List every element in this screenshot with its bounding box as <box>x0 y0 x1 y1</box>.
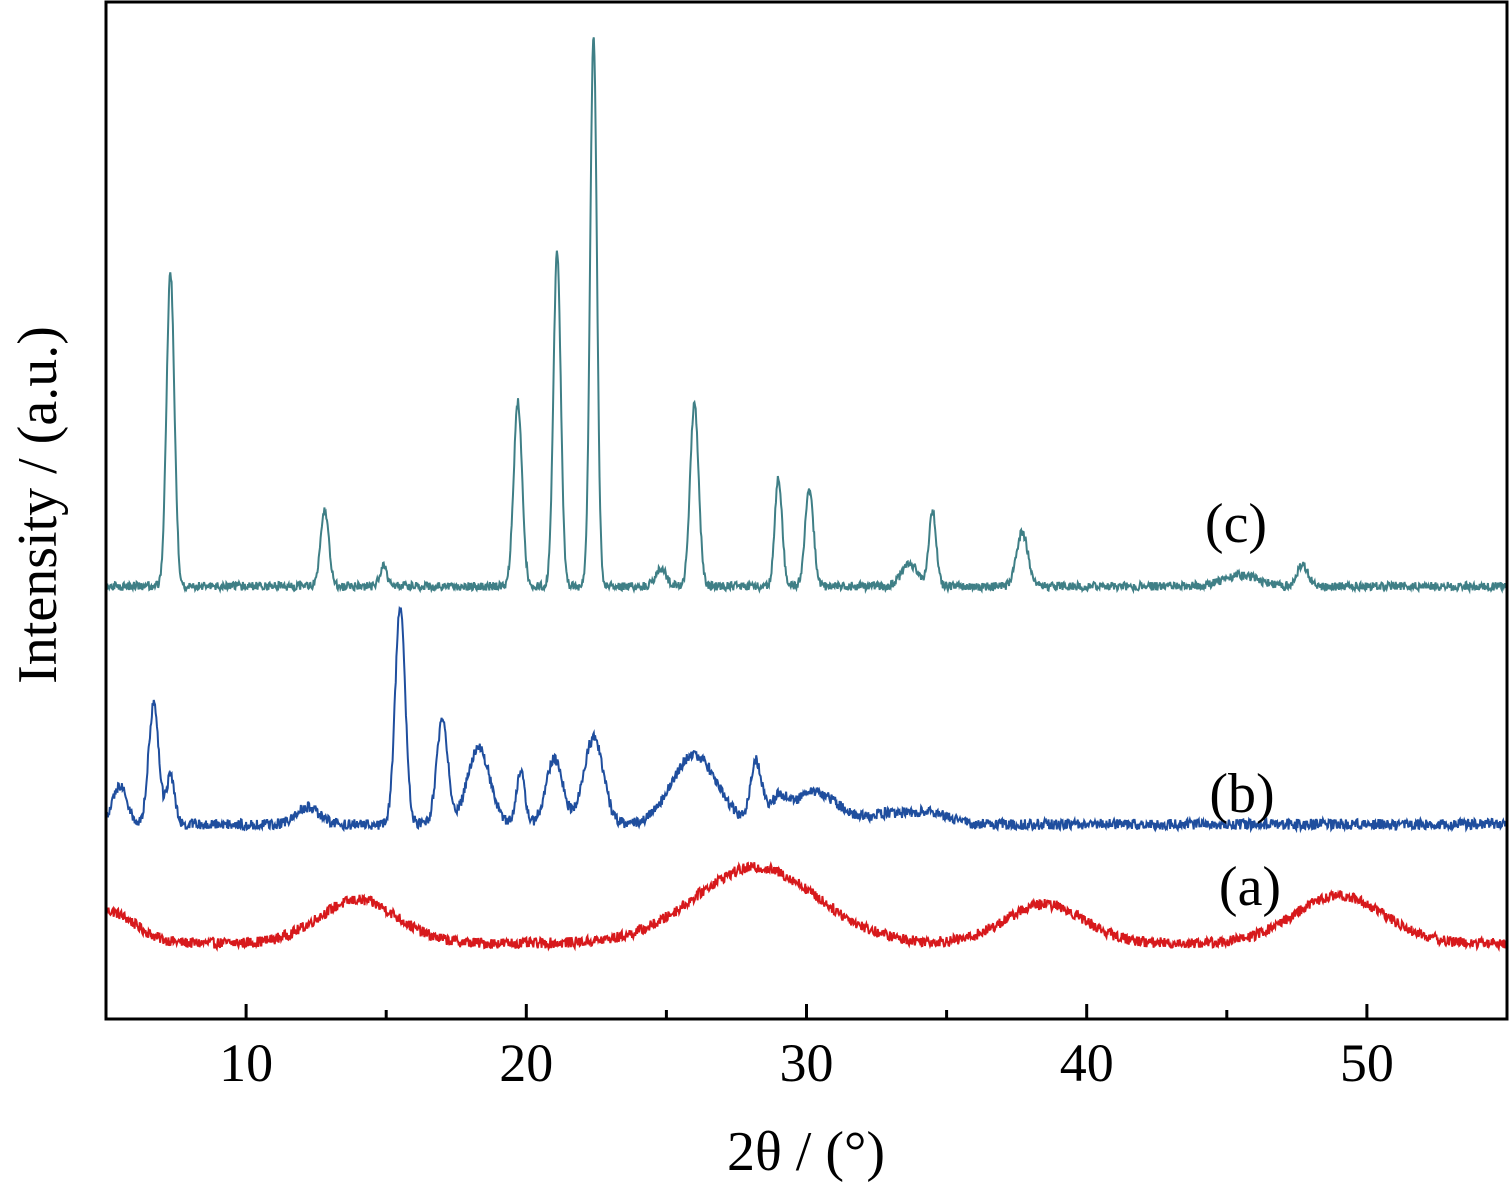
label-layer: (a) (b) (c) <box>1205 493 1281 918</box>
series-label-a: (a) <box>1219 856 1281 918</box>
x-axis-title: 2θ / (°) <box>727 1121 885 1183</box>
series-line-b <box>105 605 1508 834</box>
series-layer <box>105 37 1508 953</box>
series-label-b: (b) <box>1209 763 1274 825</box>
x-tick-label: 20 <box>499 1033 553 1093</box>
series-label-c: (c) <box>1205 493 1267 555</box>
y-axis-title: Intensity / (a.u.) <box>7 326 69 684</box>
series-line-c <box>105 37 1508 595</box>
x-tick-label: 40 <box>1060 1033 1114 1093</box>
x-tick-label: 10 <box>219 1033 273 1093</box>
tick-layer: 10 20 30 40 50 <box>219 1004 1509 1093</box>
series-line-a <box>105 861 1508 953</box>
x-tick-label: 50 <box>1340 1033 1394 1093</box>
x-tick-label: 30 <box>780 1033 834 1093</box>
